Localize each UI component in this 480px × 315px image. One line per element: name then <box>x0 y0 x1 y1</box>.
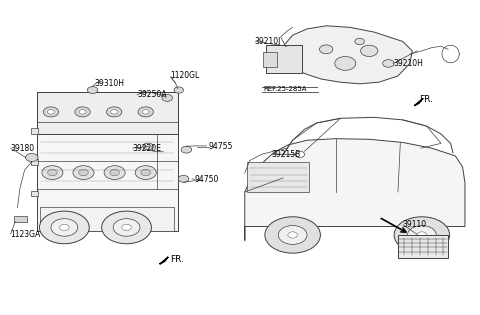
Circle shape <box>320 45 333 54</box>
Circle shape <box>135 166 156 180</box>
Circle shape <box>87 87 98 94</box>
Circle shape <box>107 107 122 117</box>
Circle shape <box>102 211 152 244</box>
Circle shape <box>143 110 149 114</box>
Polygon shape <box>281 26 412 84</box>
Bar <box>266 45 302 73</box>
Bar <box>40 208 174 231</box>
Circle shape <box>417 232 427 238</box>
Circle shape <box>73 166 94 180</box>
Circle shape <box>25 153 38 162</box>
Bar <box>398 235 448 258</box>
Text: FR.: FR. <box>420 95 433 104</box>
Text: 1120GL: 1120GL <box>170 72 200 80</box>
Circle shape <box>265 217 321 253</box>
Circle shape <box>360 45 378 56</box>
Text: REF.25-285A: REF.25-285A <box>263 86 306 92</box>
Text: 94750: 94750 <box>194 175 219 184</box>
Text: 39220E: 39220E <box>132 144 161 152</box>
Circle shape <box>48 110 54 114</box>
Circle shape <box>79 169 88 176</box>
Circle shape <box>335 56 356 70</box>
Circle shape <box>110 169 120 176</box>
Text: 39210H: 39210H <box>393 59 423 68</box>
Circle shape <box>122 224 132 231</box>
Text: 39180: 39180 <box>10 144 35 152</box>
Circle shape <box>141 169 151 176</box>
Bar <box>36 92 178 134</box>
Circle shape <box>383 60 394 67</box>
Text: 94755: 94755 <box>209 142 233 151</box>
Text: 39310H: 39310H <box>94 79 124 88</box>
Circle shape <box>42 166 63 180</box>
Circle shape <box>75 107 90 117</box>
Circle shape <box>113 219 140 236</box>
Circle shape <box>143 143 154 150</box>
Circle shape <box>162 94 172 101</box>
Circle shape <box>79 110 86 114</box>
Circle shape <box>138 107 154 117</box>
Text: 39250A: 39250A <box>137 90 167 99</box>
Polygon shape <box>245 139 465 241</box>
Text: 39210J: 39210J <box>254 37 281 46</box>
Circle shape <box>181 146 192 153</box>
Circle shape <box>394 217 450 253</box>
Circle shape <box>43 107 59 117</box>
Circle shape <box>111 110 118 114</box>
Text: 1123GA: 1123GA <box>10 230 40 239</box>
Text: 39110: 39110 <box>403 220 427 229</box>
Polygon shape <box>414 99 423 106</box>
Circle shape <box>48 169 57 176</box>
Polygon shape <box>159 257 168 264</box>
Circle shape <box>60 224 69 231</box>
Bar <box>31 191 37 196</box>
Circle shape <box>408 226 436 244</box>
Circle shape <box>178 175 189 182</box>
Text: FR.: FR. <box>170 255 184 264</box>
Bar <box>36 92 178 231</box>
Bar <box>14 215 27 222</box>
Circle shape <box>295 151 305 158</box>
Circle shape <box>39 211 89 244</box>
Bar <box>31 128 37 134</box>
Bar <box>263 52 277 66</box>
Circle shape <box>174 87 183 93</box>
Text: 39215B: 39215B <box>271 150 300 159</box>
Circle shape <box>288 232 298 238</box>
Bar <box>31 159 37 165</box>
Bar <box>247 162 310 192</box>
Circle shape <box>278 226 307 244</box>
Circle shape <box>104 166 125 180</box>
Circle shape <box>51 219 78 236</box>
Circle shape <box>355 38 364 45</box>
